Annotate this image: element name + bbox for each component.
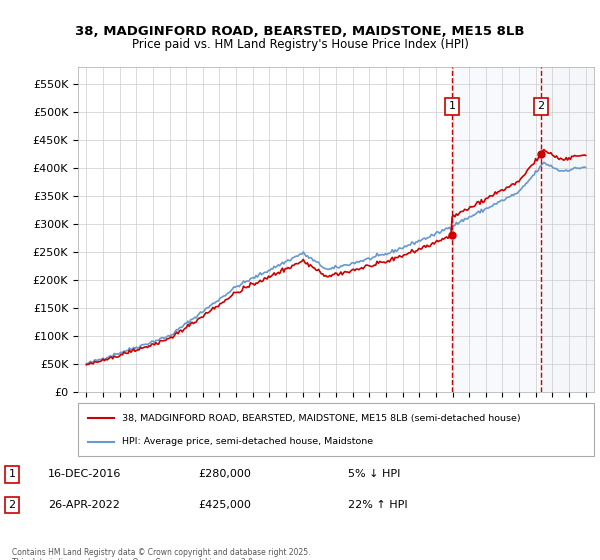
Text: £425,000: £425,000 bbox=[198, 500, 251, 510]
Text: 2: 2 bbox=[8, 500, 16, 510]
Text: 38, MADGINFORD ROAD, BEARSTED, MAIDSTONE, ME15 8LB (semi-detached house): 38, MADGINFORD ROAD, BEARSTED, MAIDSTONE… bbox=[122, 414, 520, 423]
Bar bbox=[452, 67, 541, 392]
Text: 16-DEC-2016: 16-DEC-2016 bbox=[48, 469, 121, 479]
Text: £280,000: £280,000 bbox=[198, 469, 251, 479]
Bar bbox=[541, 67, 594, 392]
Text: 26-APR-2022: 26-APR-2022 bbox=[48, 500, 120, 510]
Text: 38, MADGINFORD ROAD, BEARSTED, MAIDSTONE, ME15 8LB: 38, MADGINFORD ROAD, BEARSTED, MAIDSTONE… bbox=[75, 25, 525, 38]
Text: HPI: Average price, semi-detached house, Maidstone: HPI: Average price, semi-detached house,… bbox=[122, 437, 373, 446]
Text: 2: 2 bbox=[538, 101, 545, 111]
Text: 1: 1 bbox=[8, 469, 16, 479]
FancyBboxPatch shape bbox=[78, 403, 594, 456]
Text: 5% ↓ HPI: 5% ↓ HPI bbox=[348, 469, 400, 479]
Text: Contains HM Land Registry data © Crown copyright and database right 2025.
This d: Contains HM Land Registry data © Crown c… bbox=[12, 548, 311, 560]
Text: 1: 1 bbox=[448, 101, 455, 111]
Text: Price paid vs. HM Land Registry's House Price Index (HPI): Price paid vs. HM Land Registry's House … bbox=[131, 38, 469, 50]
Text: 22% ↑ HPI: 22% ↑ HPI bbox=[348, 500, 407, 510]
